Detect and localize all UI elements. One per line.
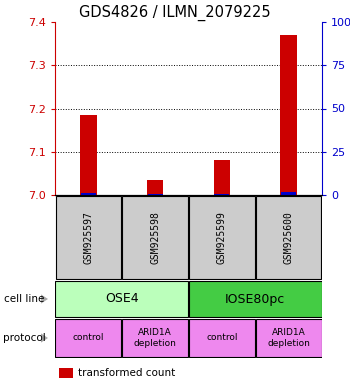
Bar bbox=[147, 180, 163, 195]
Bar bbox=[214, 161, 230, 195]
Text: GSM925598: GSM925598 bbox=[150, 211, 160, 264]
Bar bbox=[122, 196, 188, 279]
Text: GDS4826 / ILMN_2079225: GDS4826 / ILMN_2079225 bbox=[79, 5, 271, 21]
Bar bbox=[189, 196, 254, 279]
Text: IOSE80pc: IOSE80pc bbox=[225, 293, 285, 306]
Text: GSM925599: GSM925599 bbox=[217, 211, 227, 264]
Text: protocol: protocol bbox=[4, 333, 46, 343]
Bar bbox=[81, 193, 96, 195]
Bar bbox=[122, 319, 188, 357]
Text: GSM925600: GSM925600 bbox=[284, 211, 294, 264]
Bar bbox=[80, 115, 97, 195]
Text: cell line: cell line bbox=[4, 294, 44, 304]
Bar bbox=[56, 196, 121, 279]
Bar bbox=[55, 281, 188, 317]
Text: ARID1A
depletion: ARID1A depletion bbox=[134, 328, 176, 348]
Bar bbox=[148, 194, 163, 195]
Bar bbox=[214, 194, 229, 195]
Bar bbox=[280, 35, 297, 195]
Bar bbox=[189, 319, 255, 357]
Bar bbox=[189, 281, 322, 317]
Text: OSE4: OSE4 bbox=[105, 293, 139, 306]
Bar bbox=[256, 319, 322, 357]
Text: transformed count: transformed count bbox=[78, 368, 175, 378]
Text: ARID1A
depletion: ARID1A depletion bbox=[267, 328, 310, 348]
Bar bbox=[55, 319, 121, 357]
Bar bbox=[256, 196, 321, 279]
Text: control: control bbox=[73, 333, 104, 343]
Text: control: control bbox=[206, 333, 238, 343]
Text: GSM925597: GSM925597 bbox=[83, 211, 93, 264]
Bar bbox=[281, 192, 296, 195]
